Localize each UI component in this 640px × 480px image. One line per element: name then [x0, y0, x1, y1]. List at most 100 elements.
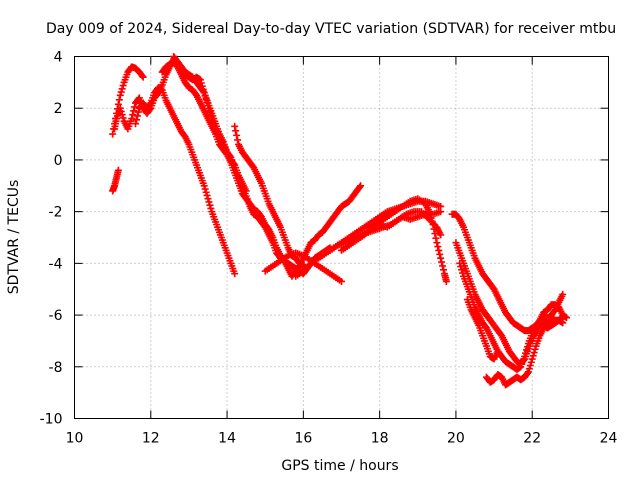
data-point [357, 182, 365, 190]
x-tick-label: 10 [66, 431, 84, 447]
data-point [526, 361, 534, 369]
x-axis-label: GPS time / hours [281, 458, 398, 474]
data-point [524, 368, 532, 376]
data-point [207, 204, 215, 212]
data-point [522, 346, 530, 354]
data-point [206, 201, 214, 209]
data-point [434, 243, 442, 251]
data-point [440, 266, 448, 274]
data-point [531, 345, 539, 353]
data-point [494, 347, 502, 355]
x-tick-label: 14 [218, 431, 236, 447]
x-tick-label: 12 [142, 431, 160, 447]
data-point [146, 100, 154, 108]
data-point [432, 234, 440, 242]
data-point [132, 120, 140, 128]
data-point [459, 269, 467, 277]
data-point [231, 270, 239, 278]
y-tick-labels: 4 2 0 -2 -4 -6 -8 -10 [40, 50, 63, 428]
data-point [203, 191, 211, 199]
x-tick-label: 22 [523, 431, 541, 447]
x-tick-label: 16 [294, 431, 312, 447]
data-point [525, 365, 533, 373]
data-point [442, 277, 450, 285]
data-point [201, 185, 209, 193]
chart-title: Day 009 of 2024, Sidereal Day-to-day VTE… [46, 21, 616, 37]
x-tick-labels: 10 12 14 16 18 20 22 24 [66, 431, 618, 447]
data-point [457, 263, 465, 271]
data-point [132, 116, 140, 124]
series-track-q [482, 290, 567, 389]
data-point [559, 290, 567, 298]
data-point [138, 72, 146, 80]
series-track-p [463, 296, 502, 363]
data-point [134, 108, 142, 116]
data-point [439, 262, 447, 270]
data-point [356, 183, 364, 191]
y-tick-label: -6 [49, 308, 63, 324]
data-point [456, 259, 464, 267]
data-point [205, 198, 213, 206]
data-point [433, 239, 441, 247]
y-tick-label: -4 [49, 256, 63, 272]
x-tick-label: 18 [371, 431, 389, 447]
data-point [522, 349, 530, 357]
y-tick-label: -8 [49, 360, 63, 376]
data-point [521, 352, 529, 360]
data-point [429, 221, 437, 229]
data-point [133, 112, 141, 120]
data-point [119, 82, 127, 90]
data-point [431, 230, 439, 238]
data-point [242, 187, 250, 195]
data-point [234, 136, 242, 144]
data-point [202, 188, 210, 196]
data-point [128, 115, 136, 123]
data-point [130, 107, 138, 115]
data-point [116, 91, 124, 99]
grid-lines [74, 56, 609, 419]
data-point [529, 352, 537, 360]
data-point [230, 160, 238, 168]
data-point [559, 319, 567, 327]
data-point [530, 349, 538, 357]
data-point [118, 85, 126, 93]
y-tick-label: 0 [54, 153, 63, 169]
data-point [435, 246, 443, 254]
data-point [436, 250, 444, 258]
data-point [458, 266, 466, 274]
data-points [109, 53, 571, 389]
x-tick-label: 24 [600, 431, 618, 447]
data-point [528, 355, 536, 363]
data-point [116, 104, 124, 112]
data-point [199, 87, 207, 95]
data-point [437, 231, 445, 239]
x-tick-label: 20 [447, 431, 465, 447]
series-track-d [132, 84, 239, 278]
data-point [437, 208, 445, 216]
data-point [428, 217, 436, 225]
y-tick-label: -2 [49, 205, 63, 221]
y-axis-label: SDTVAR / TECUs [6, 180, 22, 295]
data-point [139, 73, 147, 81]
data-point [233, 131, 241, 139]
data-point [119, 114, 127, 122]
data-point [117, 88, 125, 96]
data-point [437, 254, 445, 262]
y-tick-label: -10 [40, 412, 63, 428]
data-point [232, 127, 240, 135]
data-point [114, 166, 122, 174]
y-tick-label: 4 [54, 50, 63, 66]
data-point [109, 130, 117, 138]
data-point [129, 111, 137, 119]
data-point [204, 195, 212, 203]
data-point [200, 182, 208, 190]
data-point [563, 314, 571, 322]
data-point [438, 258, 446, 266]
data-point [115, 96, 123, 104]
data-point [117, 107, 125, 115]
axis-ticks [74, 56, 609, 419]
data-point [231, 122, 239, 130]
data-point [338, 277, 345, 285]
plot-frame [74, 56, 609, 419]
